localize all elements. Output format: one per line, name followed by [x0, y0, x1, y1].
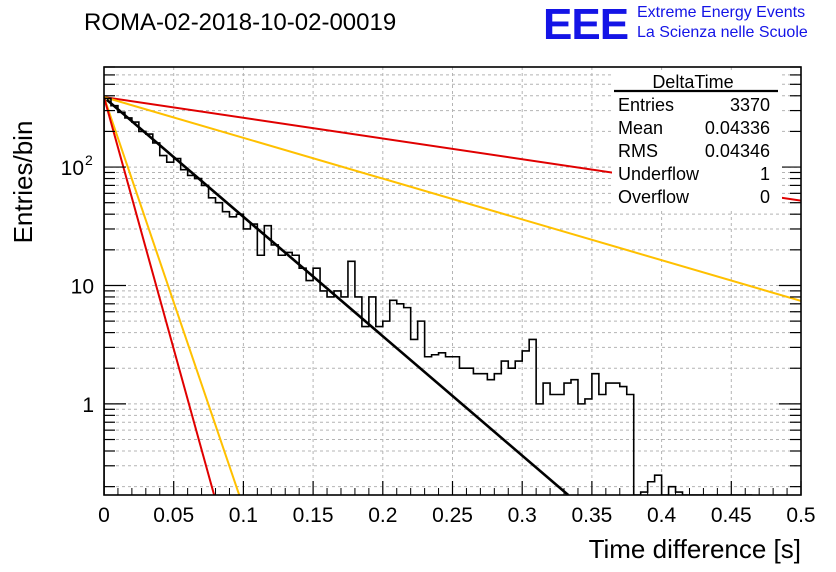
orange-model-line [104, 96, 801, 302]
orange-model-line [104, 96, 241, 495]
stats-value-overflow: 0 [760, 187, 770, 207]
y-tick-exponent: 2 [85, 152, 93, 168]
eee-logo: EEE [543, 0, 629, 49]
red-model-line [104, 96, 216, 495]
eee-logo-tagline-1: Extreme Energy Events [637, 4, 806, 21]
stats-value-mean: 0.04336 [705, 118, 770, 138]
y-axis-label: Entries/bin [8, 121, 38, 244]
stats-label-mean: Mean [618, 118, 663, 138]
x-tick-label: 0.5 [786, 504, 815, 527]
run-title: ROMA-02-2018-10-02-00019 [84, 9, 397, 36]
stats-box-title: DeltaTime [652, 72, 733, 92]
x-tick-label: 0.15 [293, 504, 334, 527]
x-tick-label: 0.4 [647, 504, 677, 527]
x-tick-label: 0.45 [711, 504, 752, 527]
stats-value-underflow: 1 [760, 164, 770, 184]
stats-value-entries: 3370 [730, 95, 770, 115]
stats-box: DeltaTime Entries 3370 Mean 0.04336 RMS … [612, 72, 782, 209]
stats-value-rms: 0.04346 [705, 141, 770, 161]
x-tick-label: 0.1 [229, 504, 258, 527]
stats-label-overflow: Overflow [618, 187, 690, 207]
eee-logo-tagline-2: La Scienza nelle Scuole [637, 24, 808, 41]
x-tick-label: 0.2 [368, 504, 397, 527]
y-tick-label: 10 [61, 157, 84, 180]
x-axis-label: Time difference [s] [589, 534, 801, 564]
stats-label-rms: RMS [618, 141, 658, 161]
x-tick-label: 0.35 [571, 504, 612, 527]
stats-label-entries: Entries [618, 95, 674, 115]
y-tick-label: 10 [71, 275, 94, 298]
y-tick-label: 1 [82, 394, 94, 417]
stats-label-underflow: Underflow [618, 164, 700, 184]
plot-curves [104, 96, 801, 495]
stats-box-background [612, 73, 782, 209]
x-tick-label: 0 [98, 504, 110, 527]
x-tick-labels: 0 0.05 0.1 0.15 0.2 0.25 0.3 0.35 0.4 0.45 0.5 [98, 504, 815, 527]
x-tick-label: 0.25 [432, 504, 473, 527]
x-tick-label: 0.3 [508, 504, 537, 527]
histogram-outline [104, 97, 753, 495]
axis-ticks [103, 66, 802, 495]
fit-line [105, 98, 570, 495]
x-tick-label: 0.05 [153, 504, 194, 527]
